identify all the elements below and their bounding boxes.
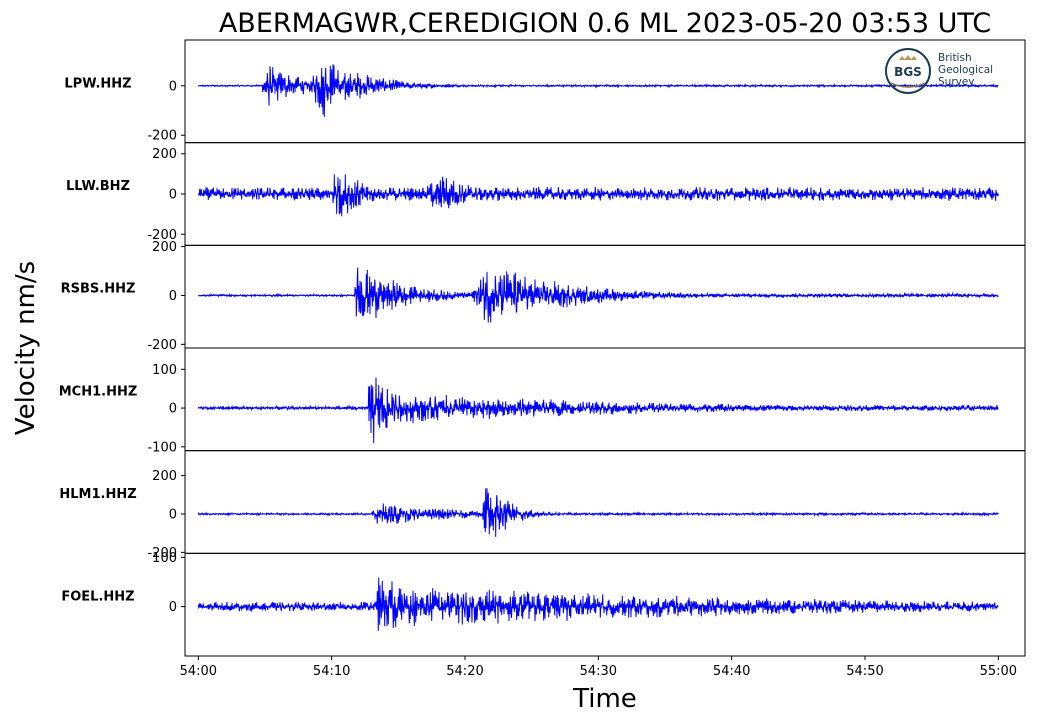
panel-frame — [184, 450, 1026, 554]
trace-panel-mch1-hhz: 100 0 -100 MCH1.HHZ — [59, 347, 1026, 455]
y-tick-label: 0 — [169, 402, 177, 417]
station-label: MCH1.HHZ — [59, 384, 138, 399]
crown-icon — [899, 55, 917, 60]
trace-panel-llw-bhz: 200 0 -200 LLW.BHZ — [66, 142, 1026, 246]
panel-frame — [184, 244, 1026, 349]
trace-panel-lpw-hhz: 0 -200 LPW.HHZ — [64, 39, 1026, 144]
chart-title: ABERMAGWR,CEREDIGION 0.6 ML 2023-05-20 0… — [219, 8, 991, 39]
trace-panel-rsbs-hhz: 200 0 -200 RSBS.HHZ — [61, 240, 1026, 353]
y-tick-label: 0 — [169, 507, 177, 522]
x-tick-label: 54:10 — [313, 664, 350, 679]
x-tick-label: 54:00 — [180, 664, 217, 679]
y-tick-label: 0 — [169, 188, 177, 203]
waveform-mch1-hhz — [197, 377, 999, 444]
x-tick-label: 54:50 — [846, 664, 883, 679]
y-tick-label: 0 — [169, 600, 177, 615]
y-axis-label: Velocity nm/s — [11, 261, 41, 435]
y-tick-label: -200 — [147, 228, 177, 243]
station-label: LLW.BHZ — [66, 179, 130, 194]
bgs-logo: BGS British Geological Survey — [885, 48, 993, 94]
y-tick-label: -200 — [147, 338, 177, 353]
logo-ring-icon — [885, 48, 931, 94]
x-tick-label: 54:40 — [713, 664, 750, 679]
y-tick-label: 200 — [152, 469, 177, 484]
trace-panels: 0 -200 LPW.HHZ 200 0 -200 LLW.BHZ 200 0 -200 RSBS.… — [59, 39, 1026, 657]
logo-abbr: BGS — [894, 65, 922, 79]
station-label: LPW.HHZ — [64, 76, 131, 91]
logo-line-2: Geological — [938, 64, 993, 76]
station-label: FOEL.HHZ — [61, 590, 134, 605]
logo-wave-icon — [890, 82, 926, 88]
trace-panel-foel-hhz: 100 0 FOEL.HHZ — [61, 551, 1026, 657]
x-tick-label: 54:30 — [580, 664, 617, 679]
y-tick-label: 200 — [152, 147, 177, 162]
logo-line-3: Survey — [938, 76, 975, 88]
waveform-lpw-hhz — [197, 64, 999, 117]
waveform-foel-hhz — [197, 577, 999, 631]
x-tick-label: 55:00 — [980, 664, 1017, 679]
y-tick-label: 100 — [152, 551, 177, 566]
x-axis-ticks: 54:00 54:10 54:20 54:30 54:40 54:50 55:00 — [180, 656, 1017, 679]
station-label: RSBS.HHZ — [61, 282, 136, 297]
y-tick-label: 100 — [152, 363, 177, 378]
y-tick-label: 0 — [169, 289, 177, 304]
x-axis-label: Time — [572, 684, 637, 714]
waveform-hlm1-hhz — [197, 488, 999, 537]
station-label: HLM1.HHZ — [59, 487, 136, 502]
waveform-rsbs-hhz — [197, 267, 999, 323]
y-tick-label: 200 — [152, 240, 177, 255]
panel-frame — [184, 347, 1026, 452]
y-tick-label: 0 — [169, 79, 177, 94]
y-tick-label: -200 — [147, 129, 177, 144]
y-tick-label: -200 — [147, 546, 177, 561]
panel-frame — [184, 552, 1026, 657]
logo-line-1: British — [938, 52, 972, 64]
x-tick-label: 54:20 — [446, 664, 483, 679]
y-tick-label: -100 — [147, 440, 177, 455]
trace-panel-hlm1-hhz: 200 0 -200 HLM1.HHZ — [59, 450, 1026, 561]
waveform-llw-bhz — [197, 174, 999, 217]
